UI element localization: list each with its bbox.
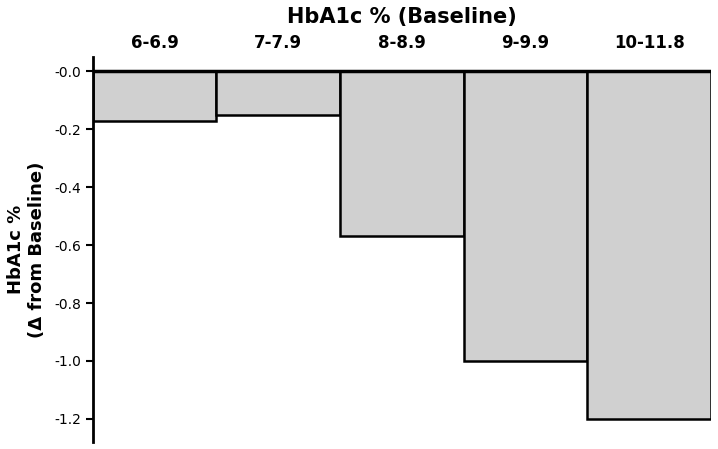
FancyBboxPatch shape <box>587 71 711 419</box>
Y-axis label: HbA1c %
(Δ from Baseline): HbA1c % (Δ from Baseline) <box>7 161 46 338</box>
Title: HbA1c % (Baseline): HbA1c % (Baseline) <box>287 7 517 27</box>
FancyBboxPatch shape <box>216 71 340 115</box>
FancyBboxPatch shape <box>464 71 587 361</box>
FancyBboxPatch shape <box>340 71 464 237</box>
FancyBboxPatch shape <box>93 71 216 121</box>
